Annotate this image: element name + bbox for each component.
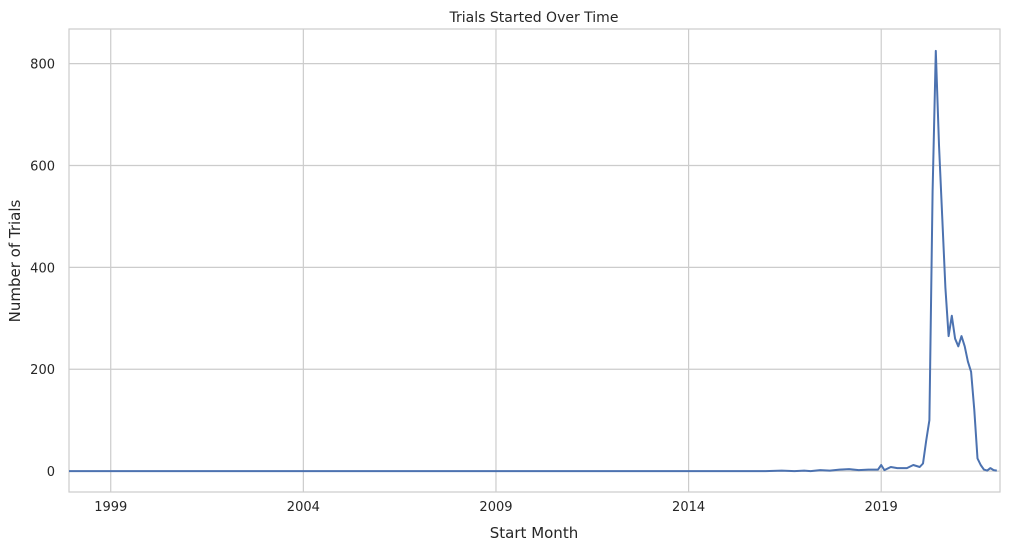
y-tick-label: 200 xyxy=(30,363,55,378)
x-tick-label: 2009 xyxy=(479,500,512,515)
plot-frame xyxy=(68,28,1001,493)
x-tick-label: 2019 xyxy=(865,500,898,515)
x-axis-label: Start Month xyxy=(490,524,578,542)
y-axis-label: Number of Trials xyxy=(6,199,24,322)
chart-title: Trials Started Over Time xyxy=(449,10,619,26)
x-tick-label: 2004 xyxy=(287,500,320,515)
y-tick-label: 0 xyxy=(47,465,55,480)
y-tick-label: 800 xyxy=(30,58,55,73)
y-tick-label: 600 xyxy=(30,160,55,175)
grid-lines xyxy=(69,29,1000,492)
tick-labels: 1999 2004 2009 2014 2019 0 200 400 600 800 xyxy=(30,58,898,515)
series-line xyxy=(69,49,997,473)
x-tick-label: 1999 xyxy=(94,500,127,515)
x-tick-label: 2014 xyxy=(672,500,705,515)
y-tick-label: 400 xyxy=(30,261,55,276)
